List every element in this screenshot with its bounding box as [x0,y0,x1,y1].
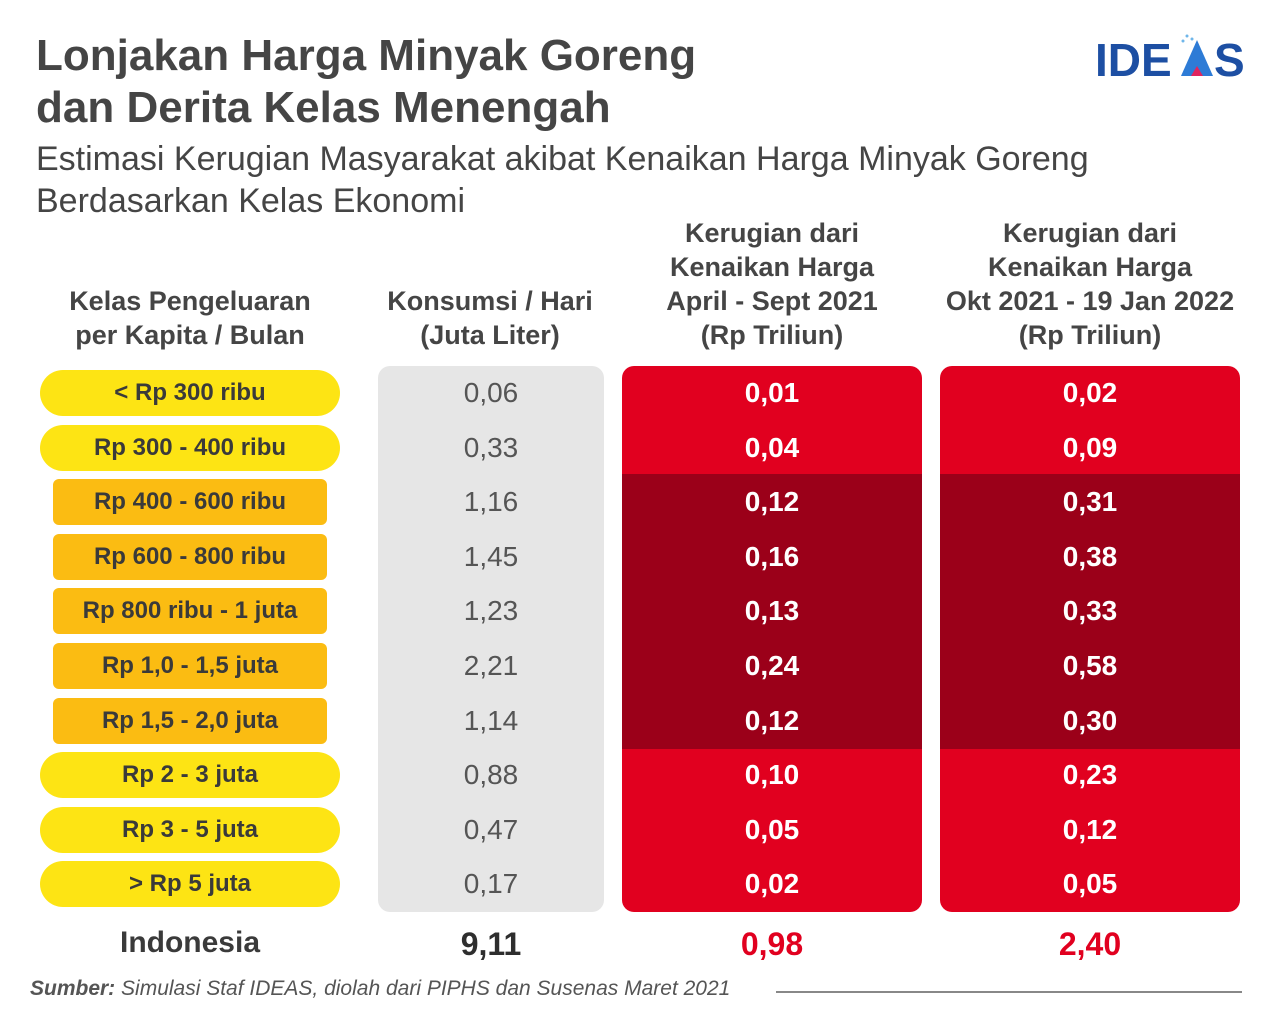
cell-okt-jan: 0,05 [1062,868,1118,900]
total-okt-jan: 2,40 [1058,926,1122,962]
title-line: Lonjakan Harga Minyak Goreng [36,31,697,80]
cell-konsumsi: 1,23 [463,595,519,627]
title: Lonjakan Harga Minyak Goreng dan Derita … [36,30,696,134]
class-label-pill: Rp 3 - 5 juta [40,806,340,853]
cell-konsumsi: 0,17 [463,868,519,900]
class-label-pill: Rp 1,5 - 2,0 juta [53,697,327,744]
cell-okt-jan: 0,38 [1062,540,1118,572]
cell-konsumsi: 1,14 [463,704,519,736]
class-label-pill: > Rp 5 juta [40,861,340,908]
column-header-line: per Kapita / Bulan [75,320,305,350]
svg-text:IDE: IDE [1095,34,1172,86]
column-header-line: Konsumsi / Hari [387,286,593,316]
cell-apr-sep: 0,24 [744,650,800,681]
total-apr-sep: 0,98 [740,926,804,962]
column-header-line: Kerugian dari [1002,218,1178,248]
cell-okt-jan: 0,31 [1062,486,1118,518]
cell-apr-sep: 0,01 [744,377,800,408]
total-konsumsi: 9,11 [460,926,522,962]
loss-okt-jan-column-bg [940,366,1240,912]
cell-apr-sep: 0,12 [744,486,800,518]
class-label-pill: Rp 400 - 600 ribu [53,479,327,526]
class-label-pill: Rp 1,0 - 1,5 juta [53,643,327,689]
total-label: Indonesia [119,926,261,959]
column-header-line: (Rp Triliun) [700,320,844,350]
loss-apr-sep-column-bg [622,366,922,912]
cell-okt-jan: 0,23 [1062,759,1118,791]
cell-apr-sep: 0,13 [744,595,800,627]
column-header-line: (Juta Liter) [420,320,560,350]
column-header-line: Kenaikan Harga [669,252,875,282]
middle-class-highlight [940,474,1240,749]
svg-text:S: S [1214,34,1245,86]
cell-konsumsi: 1,16 [463,486,519,518]
consumption-column-bg [378,366,604,912]
column-header: Kerugian dari Kenaikan Harga Okt 2021 - 19… [920,216,1260,352]
column-header-line: Kerugian dari [684,218,860,248]
cell-okt-jan: 0,09 [1062,431,1118,463]
cell-konsumsi: 2,21 [463,650,519,681]
class-label-pill: Rp 600 - 800 ribu [53,533,327,580]
class-label-pill: < Rp 300 ribu [40,370,340,416]
subtitle-line: Estimasi Kerugian Masyarakat akibat Kena… [36,140,1089,178]
column-header-line: Kenaikan Harga [987,252,1193,282]
source-note: Sumber: Simulasi Staf IDEAS, diolah dari… [30,977,730,1001]
cell-okt-jan: 0,33 [1062,595,1118,627]
source-label: Sumber: [30,977,116,1000]
cell-konsumsi: 0,47 [463,813,519,845]
cell-okt-jan: 0,02 [1062,377,1118,408]
column-header-line: Okt 2021 - 19 Jan 2022 [945,286,1235,316]
cell-konsumsi: 0,33 [463,431,519,463]
cell-apr-sep: 0,02 [744,868,800,900]
ideas-logo: IDE S [1095,34,1245,86]
column-header: Kelas Pengeluaran per Kapita / Bulan [20,284,360,352]
source-text: Simulasi Staf IDEAS, diolah dari PIPHS d… [115,977,731,1000]
cell-konsumsi: 1,45 [463,540,519,572]
title-line: dan Derita Kelas Menengah [36,83,611,132]
cell-apr-sep: 0,04 [744,431,800,463]
cell-apr-sep: 0,10 [744,759,800,791]
column-header-line: April - Sept 2021 [666,286,878,316]
column-header: Konsumsi / Hari (Juta Liter) [360,284,620,352]
cell-apr-sep: 0,16 [744,540,800,572]
column-header: Kerugian dari Kenaikan Harga April - Sept … [622,216,922,352]
class-label-pill: Rp 2 - 3 juta [40,752,340,799]
divider [776,991,1242,993]
cell-okt-jan: 0,30 [1062,704,1118,736]
cell-konsumsi: 0,88 [463,759,519,791]
cell-apr-sep: 0,05 [744,813,800,845]
class-label-pill: Rp 300 - 400 ribu [40,424,340,471]
middle-class-highlight [622,474,922,749]
column-header-line: Kelas Pengeluaran [69,286,311,316]
subtitle-line: Berdasarkan Kelas Ekonomi [36,182,466,220]
cell-apr-sep: 0,12 [744,704,800,736]
cell-okt-jan: 0,58 [1062,650,1118,681]
cell-konsumsi: 0,06 [463,377,519,408]
class-label-pill: Rp 800 ribu - 1 juta [53,588,327,635]
column-header-line: (Rp Triliun) [1018,320,1162,350]
subtitle: Estimasi Kerugian Masyarakat akibat Kena… [36,138,1089,222]
cell-okt-jan: 0,12 [1062,813,1118,845]
